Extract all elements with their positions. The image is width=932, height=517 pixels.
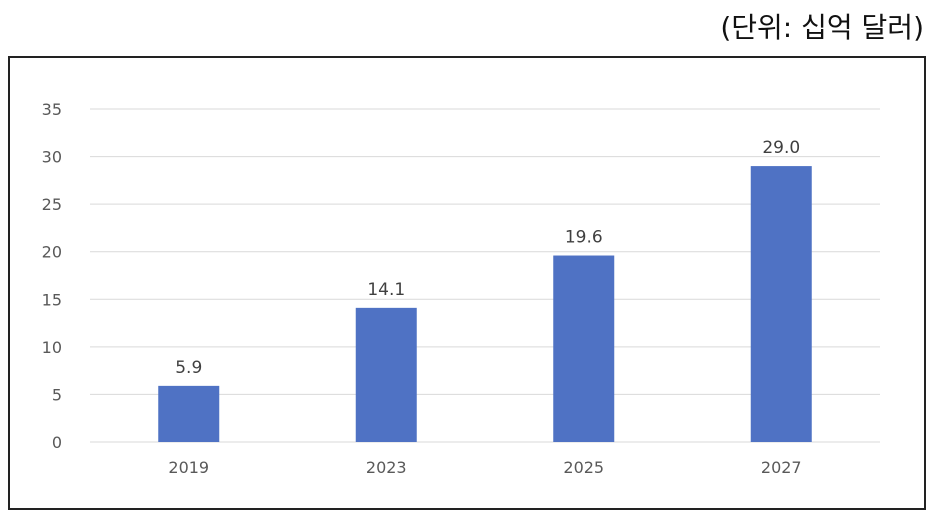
y-tick-label-30: 30 (42, 148, 62, 167)
bar-layer (158, 166, 812, 443)
x-axis: 2019 2023 2025 2027 (168, 458, 801, 477)
data-labels: 5.9 14.1 19.6 29.0 (175, 138, 800, 378)
x-tick-label-2027: 2027 (761, 458, 802, 477)
bar-2023 (355, 307, 417, 442)
y-tick-label-5: 5 (52, 385, 62, 404)
y-tick-label-0: 0 (52, 433, 62, 452)
y-tick-label-10: 10 (42, 338, 62, 357)
y-axis: 0 5 10 15 20 25 30 35 (42, 100, 62, 452)
grid-layer (90, 108, 880, 443)
data-label-2027: 29.0 (762, 138, 800, 158)
x-tick-label-2025: 2025 (563, 458, 604, 477)
y-tick-label-25: 25 (42, 195, 62, 214)
y-tick-label-20: 20 (42, 243, 62, 262)
y-tick-label-35: 35 (42, 100, 62, 119)
bar-2025 (553, 255, 615, 442)
bar-2027 (750, 166, 812, 443)
x-tick-label-2023: 2023 (366, 458, 407, 477)
data-label-2025: 19.6 (565, 228, 603, 248)
bar-2019 (158, 385, 220, 442)
data-label-2019: 5.9 (175, 358, 202, 378)
x-tick-label-2019: 2019 (168, 458, 209, 477)
unit-label: (단위: 십억 달러) (720, 11, 924, 44)
y-tick-label-15: 15 (42, 290, 62, 309)
data-label-2023: 14.1 (367, 280, 405, 300)
